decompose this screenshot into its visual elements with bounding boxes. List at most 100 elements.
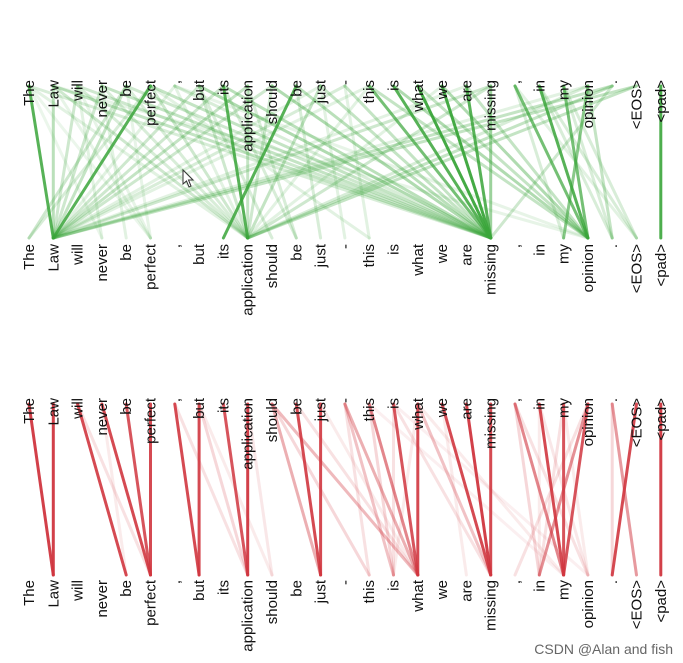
source-token-punct: , <box>167 80 184 84</box>
target-token-my: my <box>556 244 573 264</box>
attention-link <box>51 84 614 240</box>
source-token-punct: - <box>337 80 354 85</box>
attention-link <box>51 84 152 240</box>
target-token-perfect: perfect <box>143 243 160 290</box>
attention-link <box>100 84 128 240</box>
attention-link <box>246 84 371 240</box>
target-token-will: will <box>70 244 87 266</box>
attention-link <box>27 84 128 240</box>
target-token-just: just <box>313 579 330 604</box>
source-token-in: in <box>531 398 548 410</box>
source-token-pad: <pad> <box>653 398 670 441</box>
source-token-but: but <box>191 397 208 419</box>
attention-link <box>149 84 493 240</box>
attention-link <box>51 84 250 240</box>
attention-link <box>367 402 420 577</box>
attention-link <box>51 84 225 240</box>
attention-link <box>76 84 104 240</box>
attention-link <box>440 402 493 577</box>
target-token-in: in <box>531 580 548 592</box>
source-token-is: is <box>386 80 403 91</box>
target-token-be: be <box>288 244 305 261</box>
source-token-law: Law <box>45 398 62 426</box>
target-token-be: be <box>118 244 135 261</box>
attention-link <box>76 84 250 240</box>
target-token-will: will <box>70 580 87 602</box>
source-token-application: application <box>240 398 257 470</box>
target-token-is: is <box>386 244 403 255</box>
source-tokens-top: The Law will never be perfect, but its applicati… <box>21 79 670 152</box>
target-token-punct: . <box>604 580 621 584</box>
target-token-punct: , <box>507 580 524 584</box>
source-token-we: we <box>434 80 451 100</box>
attention-link <box>27 84 152 240</box>
target-token-opinion: opinion <box>580 244 597 292</box>
attention-link <box>610 402 638 577</box>
target-token-my: my <box>556 580 573 600</box>
source-token-the: The <box>21 398 38 424</box>
attention-link <box>513 402 541 577</box>
source-token-are: are <box>458 80 475 102</box>
target-token-we: we <box>434 244 451 264</box>
attention-link <box>51 84 201 240</box>
source-token-application: application <box>240 80 257 152</box>
target-token-punct: , <box>167 244 184 248</box>
target-token-punct: - <box>337 580 354 585</box>
attention-link <box>367 402 395 577</box>
attention-link <box>221 402 250 577</box>
attention-link <box>173 402 201 577</box>
source-tokens-bottom: The Law will never be perfect, but its applicati… <box>21 397 670 470</box>
attention-link <box>51 84 128 240</box>
attention-link <box>76 84 152 240</box>
attention-link <box>513 84 566 240</box>
attention-link <box>562 84 590 240</box>
attention-link <box>100 84 250 240</box>
target-token-opinion: opinion <box>580 580 597 628</box>
source-token-pad: <pad> <box>653 80 670 123</box>
target-token-pad: <pad> <box>653 244 670 287</box>
attention-link <box>100 402 128 577</box>
target-token-in: in <box>531 244 548 256</box>
attention-link <box>197 84 250 240</box>
source-token-but: but <box>191 79 208 101</box>
source-token-perfect: perfect <box>143 397 160 444</box>
target-token-be: be <box>288 580 305 597</box>
source-token-in: in <box>531 80 548 92</box>
source-token-eos: <EOS> <box>629 398 646 447</box>
source-token-just: just <box>313 397 330 422</box>
attention-link <box>513 402 566 577</box>
attention-link <box>392 84 493 240</box>
target-token-law: Law <box>45 580 62 608</box>
source-token-we: we <box>434 398 451 418</box>
attention-link <box>537 84 638 240</box>
attention-link <box>562 84 638 240</box>
target-token-just: just <box>313 243 330 268</box>
source-token-perfect: perfect <box>143 79 160 126</box>
watermark: CSDN @Alan and fish <box>534 641 673 657</box>
attention-link <box>537 84 590 240</box>
attention-link <box>416 84 493 240</box>
attention-link <box>51 84 104 240</box>
source-token-what: what <box>410 79 427 113</box>
attention-link <box>51 84 493 240</box>
attention-link <box>76 402 152 577</box>
attention-link <box>246 84 298 240</box>
attention-link <box>124 84 250 240</box>
attention-links-top <box>27 84 663 240</box>
source-token-be: be <box>118 398 135 415</box>
attention-link <box>149 84 250 240</box>
attention-link <box>100 84 493 240</box>
attention-link <box>197 402 250 577</box>
attention-link <box>51 84 590 240</box>
attention-link <box>513 84 590 240</box>
source-token-punct: , <box>507 398 524 402</box>
target-token-its: its <box>215 244 232 259</box>
source-token-my: my <box>556 80 573 100</box>
attention-link <box>464 402 493 577</box>
attention-link <box>343 402 395 577</box>
attention-link <box>537 402 566 577</box>
attention-link <box>173 84 590 240</box>
target-token-is: is <box>386 580 403 591</box>
source-token-should: should <box>264 398 281 442</box>
